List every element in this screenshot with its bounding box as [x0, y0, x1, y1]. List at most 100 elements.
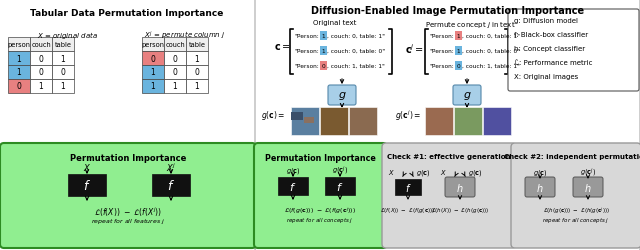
- Bar: [291, 112, 303, 120]
- FancyBboxPatch shape: [508, 10, 639, 92]
- Text: $g(\mathbf{c})$: $g(\mathbf{c})$: [415, 167, 430, 177]
- Bar: [455, 47, 462, 56]
- Text: $g(\mathbf{c})$: $g(\mathbf{c})$: [532, 167, 547, 177]
- Text: 1: 1: [17, 54, 21, 63]
- Bar: [30, 38, 52, 52]
- Text: Diffusion-Enabled Image Permutation Importance: Diffusion-Enabled Image Permutation Impo…: [312, 6, 584, 16]
- Text: "Person:: "Person:: [429, 64, 454, 69]
- Text: 0: 0: [195, 68, 200, 77]
- Text: 1: 1: [150, 68, 156, 77]
- Text: 0: 0: [456, 64, 460, 69]
- Bar: [52, 80, 74, 94]
- Bar: [349, 108, 377, 136]
- Text: 0: 0: [173, 54, 177, 63]
- Bar: [278, 177, 308, 195]
- Bar: [455, 62, 462, 71]
- Bar: [142, 38, 164, 52]
- Text: f: Black-box classifier: f: Black-box classifier: [514, 32, 588, 38]
- Text: $X^{j}$: $X^{j}$: [166, 161, 176, 173]
- Text: $f$: $f$: [289, 180, 297, 192]
- FancyBboxPatch shape: [0, 144, 256, 248]
- Bar: [455, 32, 462, 41]
- Text: 1: 1: [38, 82, 44, 91]
- Text: 1: 1: [457, 34, 460, 39]
- Text: "Person:: "Person:: [429, 34, 454, 39]
- Text: $f$: $f$: [337, 180, 344, 192]
- Bar: [425, 108, 453, 136]
- Text: $g(\mathbf{c})$: $g(\mathbf{c})$: [285, 165, 300, 175]
- Bar: [8, 80, 30, 94]
- Text: "Person:: "Person:: [294, 49, 319, 54]
- Text: repeat for all features $j$: repeat for all features $j$: [91, 216, 165, 225]
- FancyBboxPatch shape: [328, 86, 356, 105]
- Text: couch: couch: [165, 42, 185, 48]
- Text: g: Diffusion model: g: Diffusion model: [514, 18, 578, 24]
- Text: $X$: $X$: [388, 168, 394, 177]
- Bar: [325, 177, 355, 195]
- Bar: [454, 108, 482, 136]
- Text: person: person: [8, 42, 31, 48]
- Text: 0: 0: [173, 68, 177, 77]
- Text: $\mathcal{L}(f(X))\ -\ \mathcal{L}(f(g(\mathbf{c})))$: $\mathcal{L}(f(X))\ -\ \mathcal{L}(f(g(\…: [380, 205, 436, 214]
- Text: table: table: [54, 42, 72, 48]
- Text: "Person:: "Person:: [294, 64, 319, 69]
- Bar: [186, 80, 208, 94]
- Bar: [152, 174, 190, 196]
- Bar: [164, 66, 186, 80]
- Text: $\mathcal{L}(h(g(\mathbf{c})))\ -\ \mathcal{L}(h(g(\mathbf{c}^{j})))$: $\mathcal{L}(h(g(\mathbf{c})))\ -\ \math…: [543, 205, 609, 216]
- Text: $g$: $g$: [463, 90, 471, 102]
- Text: $g(\mathbf{c}) =$: $g(\mathbf{c}) =$: [261, 108, 285, 122]
- Bar: [186, 52, 208, 66]
- Text: $X^{j}$ = permute column $j$: $X^{j}$ = permute column $j$: [144, 30, 226, 42]
- Text: $\mathbf{c}^{j} =$: $\mathbf{c}^{j} =$: [405, 42, 424, 56]
- FancyBboxPatch shape: [382, 144, 516, 248]
- Text: , couch: 0, table: 0": , couch: 0, table: 0": [327, 49, 385, 54]
- Text: couch: couch: [31, 42, 51, 48]
- Bar: [8, 38, 30, 52]
- Text: $h$: $h$: [584, 181, 592, 193]
- Text: 1: 1: [195, 54, 200, 63]
- Bar: [8, 52, 30, 66]
- Text: $X$: $X$: [440, 168, 447, 177]
- Text: $g(\mathbf{c})$: $g(\mathbf{c})$: [468, 167, 483, 177]
- Bar: [320, 108, 348, 136]
- Bar: [30, 80, 52, 94]
- FancyBboxPatch shape: [255, 0, 640, 250]
- Text: $f$: $f$: [167, 178, 175, 192]
- Text: 1: 1: [457, 49, 460, 54]
- Bar: [320, 62, 327, 71]
- Text: $\mathcal{L}(f(X))\ -\ \mathcal{L}(f(X^{j}))$: $\mathcal{L}(f(X))\ -\ \mathcal{L}(f(X^{…: [94, 205, 162, 218]
- FancyBboxPatch shape: [0, 0, 257, 250]
- Bar: [142, 66, 164, 80]
- Bar: [30, 66, 52, 80]
- Bar: [395, 179, 421, 195]
- Text: , couch: 0, table: 1": , couch: 0, table: 1": [462, 34, 520, 39]
- Text: Original text: Original text: [314, 20, 356, 26]
- Text: $g(\mathbf{c}^{j}) =$: $g(\mathbf{c}^{j}) =$: [395, 108, 421, 123]
- Bar: [68, 174, 106, 196]
- FancyBboxPatch shape: [453, 86, 481, 105]
- Text: $h$: $h$: [536, 181, 544, 193]
- Text: 1: 1: [322, 34, 325, 39]
- Bar: [304, 118, 314, 124]
- Text: ℒ: Performance metric: ℒ: Performance metric: [514, 60, 593, 66]
- Text: 0: 0: [61, 68, 65, 77]
- Text: $g$: $g$: [338, 90, 346, 102]
- Text: $\mathbf{c} =$: $\mathbf{c} =$: [274, 42, 291, 52]
- Text: , couch: 1, table: 1": , couch: 1, table: 1": [462, 64, 520, 69]
- Text: , couch: 1, table: 1": , couch: 1, table: 1": [327, 64, 385, 69]
- Text: 1: 1: [173, 82, 177, 91]
- Text: "Person:: "Person:: [294, 34, 319, 39]
- Bar: [52, 66, 74, 80]
- Text: "Person:: "Person:: [429, 49, 454, 54]
- Bar: [164, 80, 186, 94]
- Text: person: person: [141, 42, 164, 48]
- Text: $\mathcal{L}(h(X))\ -\ \mathcal{L}(h(g(\mathbf{c})))$: $\mathcal{L}(h(X))\ -\ \mathcal{L}(h(g(\…: [431, 205, 489, 214]
- FancyBboxPatch shape: [511, 144, 640, 248]
- Bar: [186, 38, 208, 52]
- Text: 1: 1: [17, 68, 21, 77]
- Bar: [164, 52, 186, 66]
- Bar: [142, 80, 164, 94]
- Bar: [52, 52, 74, 66]
- Text: $\mathcal{L}(f(g(\mathbf{c})))\ -\ \mathcal{L}(f(g(\mathbf{c}^{j})))$: $\mathcal{L}(f(g(\mathbf{c})))\ -\ \math…: [284, 205, 356, 216]
